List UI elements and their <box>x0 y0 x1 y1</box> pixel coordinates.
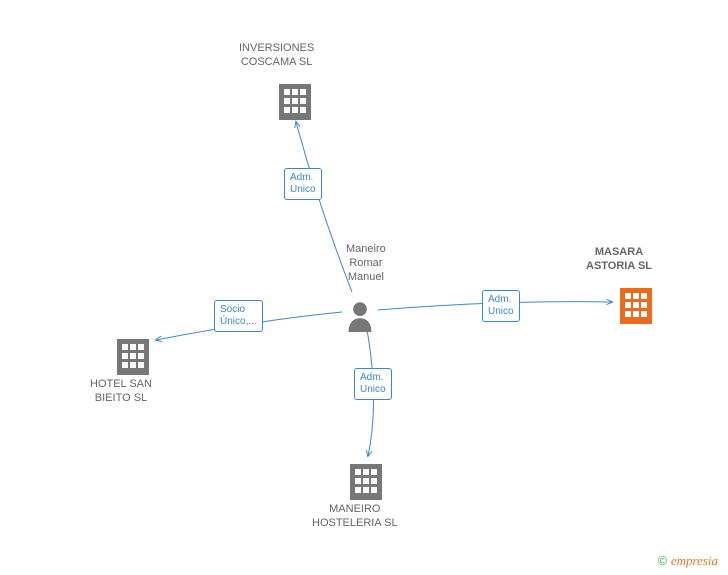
building-node-top[interactable] <box>277 80 313 120</box>
edge-label-2: Adm. Unico <box>354 368 392 400</box>
building-label-bottom: MANEIRO HOSTELERIA SL <box>312 503 398 531</box>
network-diagram: Maneiro Romar Manuel INVERSIONES COSCAMA… <box>0 0 728 575</box>
edge-label-1: Socio Único,... <box>214 300 263 332</box>
watermark: © empresia <box>658 553 718 569</box>
person-node-center[interactable] <box>346 300 374 332</box>
edge-0 <box>296 122 352 292</box>
brand-name: empresia <box>671 553 718 568</box>
building-label-right: MASARA ASTORIA SL <box>586 246 652 274</box>
copyright-symbol: © <box>658 553 668 568</box>
building-node-bottom[interactable] <box>348 460 384 500</box>
edge-label-0: Adm. Unico <box>284 168 322 200</box>
person-label-center: Maneiro Romar Manuel <box>346 243 386 284</box>
building-node-right[interactable] <box>618 284 654 324</box>
edge-label-3: Adm. Unico <box>482 290 520 322</box>
building-node-left[interactable] <box>115 335 151 375</box>
building-label-top: INVERSIONES COSCAMA SL <box>239 42 314 70</box>
building-label-left: HOTEL SAN BIEITO SL <box>90 378 152 406</box>
